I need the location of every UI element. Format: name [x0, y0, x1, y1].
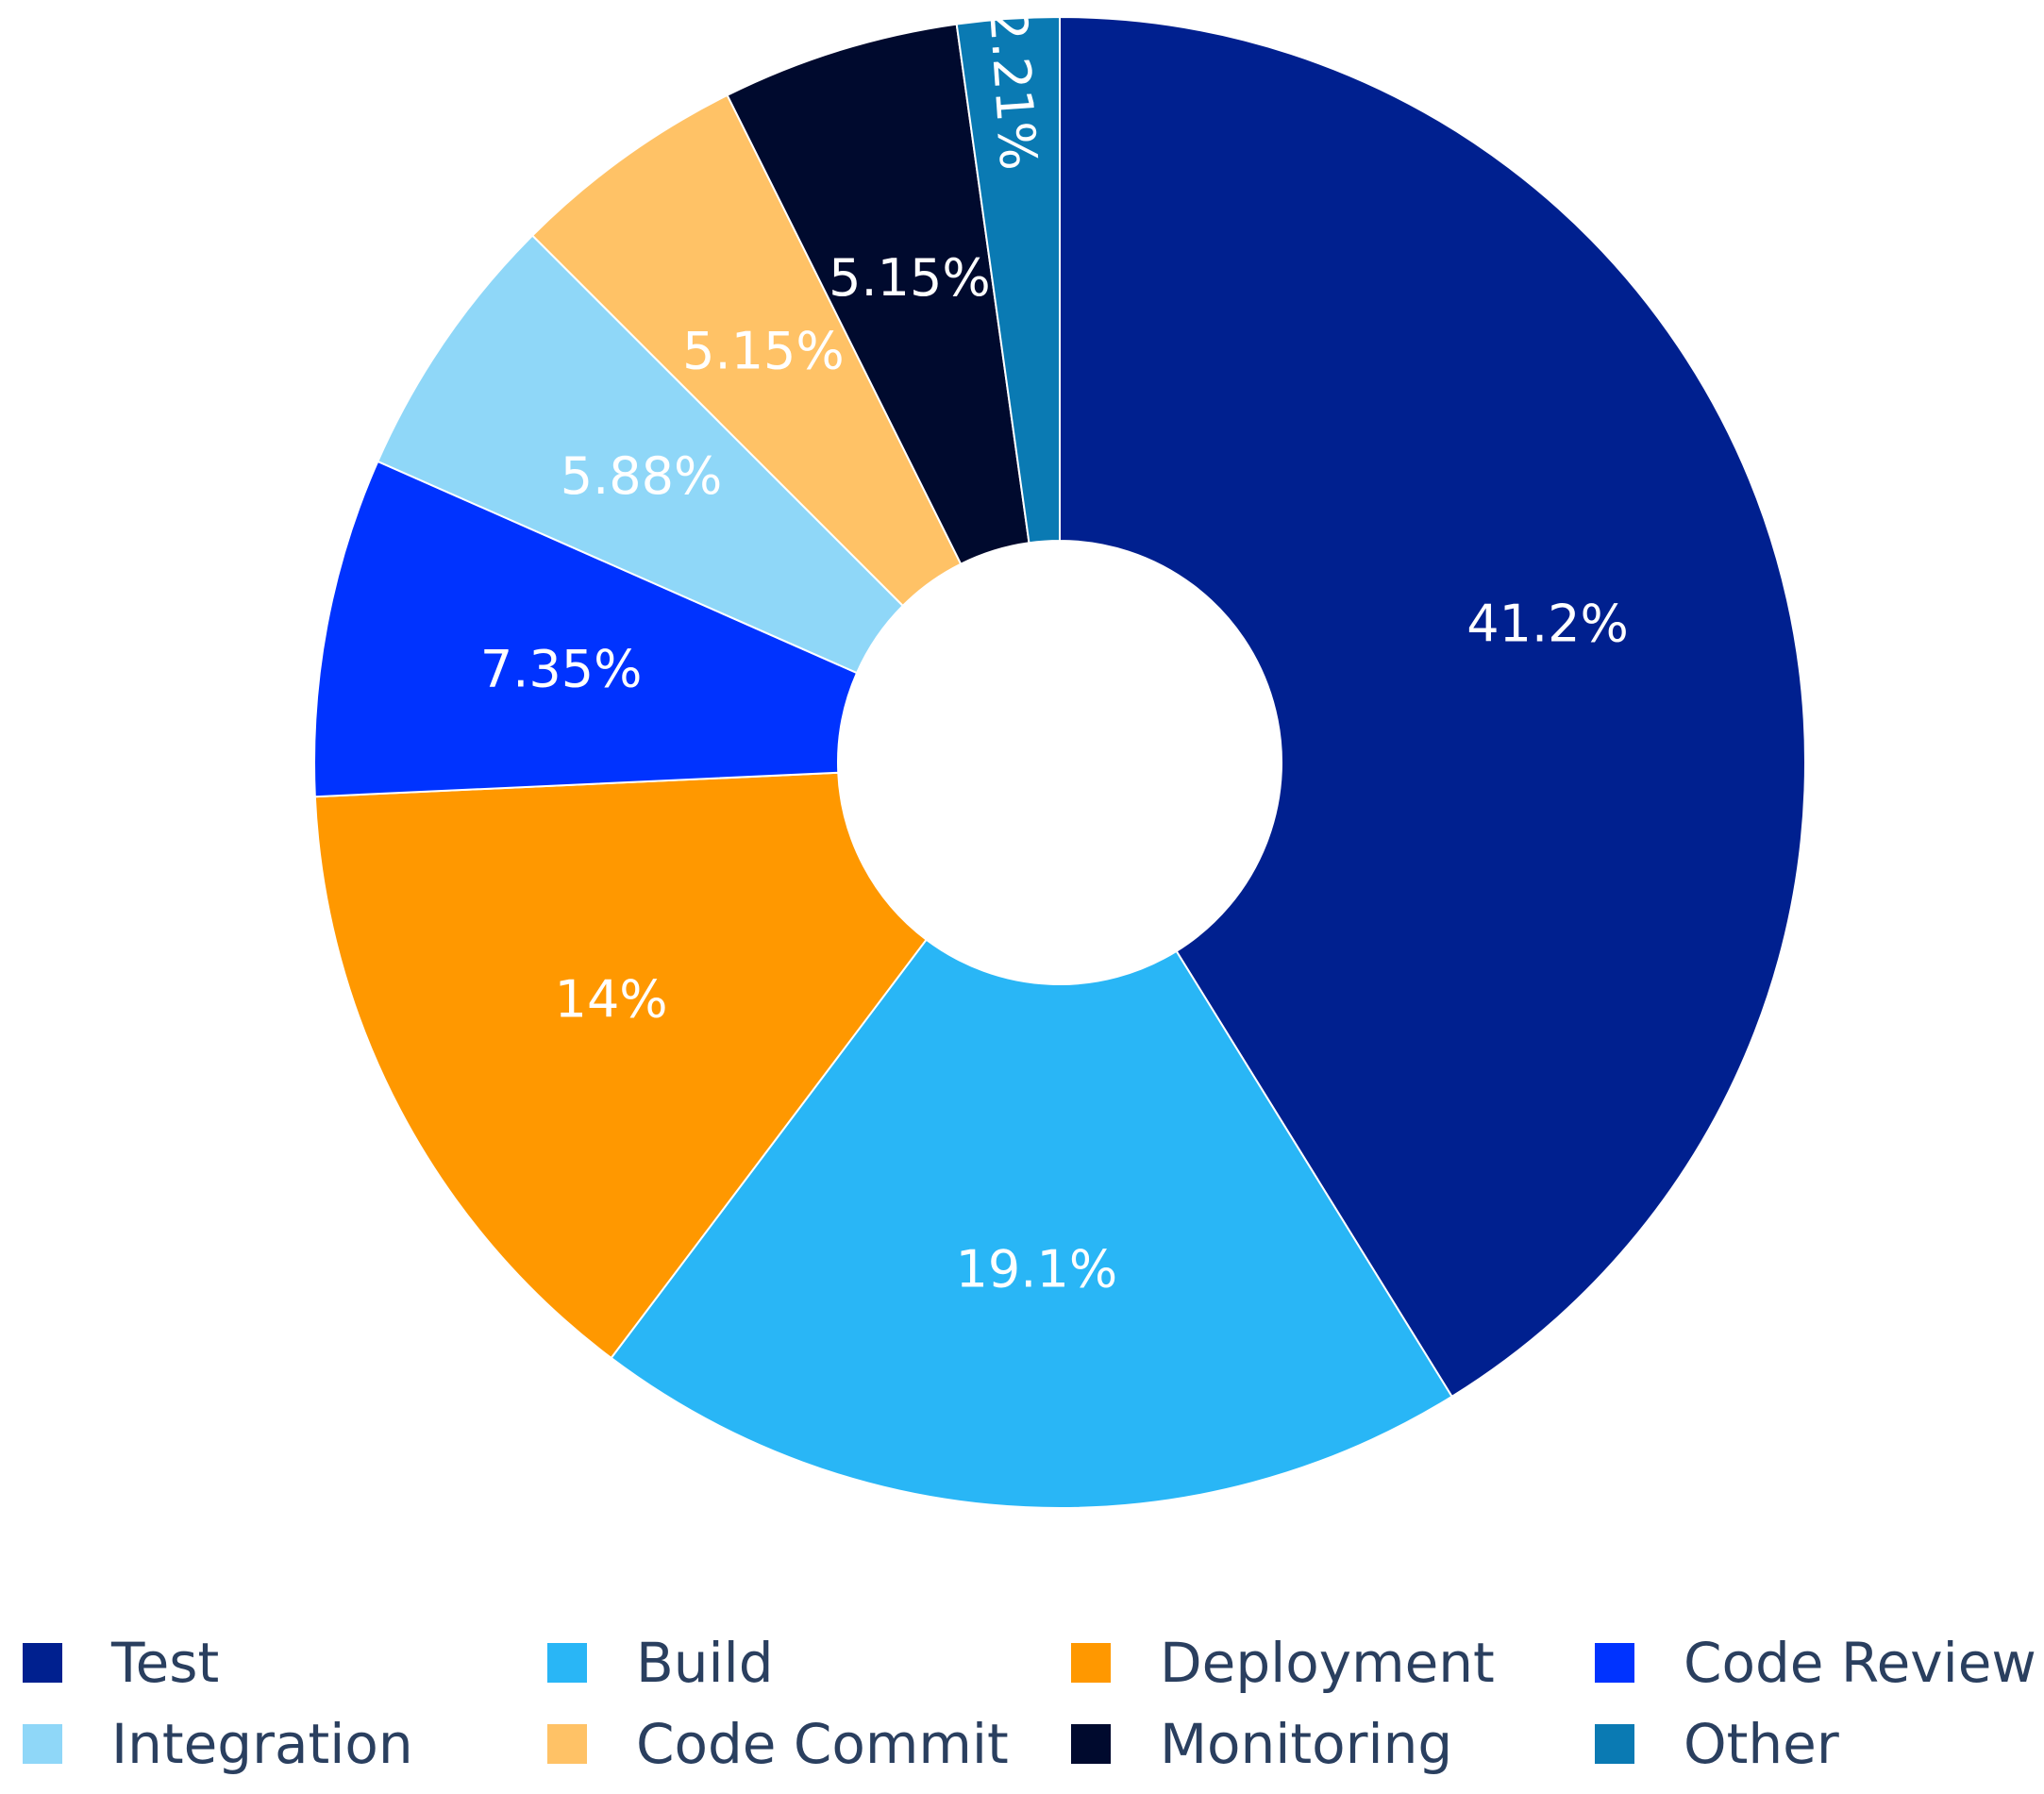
legend-item-monitoring[interactable]: Monitoring — [1071, 1712, 1452, 1776]
legend-swatch-monitoring — [1071, 1724, 1111, 1764]
legend-item-code-commit[interactable]: Code Commit — [547, 1712, 1009, 1776]
legend-label-code-review: Code Review — [1684, 1631, 2036, 1695]
legend-item-deployment[interactable]: Deployment — [1071, 1631, 1495, 1695]
slice-label-monitoring: 5.15% — [829, 248, 991, 308]
legend-swatch-code-review — [1595, 1643, 1634, 1683]
legend-swatch-other — [1595, 1724, 1634, 1764]
legend-label-build: Build — [636, 1631, 774, 1695]
legend-swatch-integration — [23, 1724, 62, 1764]
slice-label-deployment: 14% — [555, 969, 668, 1029]
legend-item-test[interactable]: Test — [23, 1631, 219, 1695]
legend-item-integration[interactable]: Integration — [23, 1712, 413, 1776]
slice-label-test: 41.2% — [1466, 595, 1629, 654]
legend-label-test: Test — [110, 1631, 219, 1695]
legend-label-integration: Integration — [111, 1712, 413, 1776]
legend-item-code-review[interactable]: Code Review — [1595, 1631, 2036, 1695]
legend-label-deployment: Deployment — [1160, 1631, 1495, 1695]
slice-monitoring[interactable] — [726, 23, 1030, 566]
slice-code-commit[interactable] — [530, 93, 963, 608]
legend-label-other: Other — [1684, 1712, 1839, 1776]
legend-swatch-test — [23, 1643, 62, 1683]
slice-test[interactable] — [1059, 15, 1806, 1399]
legend-label-code-commit: Code Commit — [636, 1712, 1009, 1776]
legend-label-monitoring: Monitoring — [1160, 1712, 1452, 1776]
slice-label-other: 2.21% — [978, 7, 1048, 173]
slice-build[interactable] — [610, 938, 1453, 1510]
slice-integration[interactable] — [376, 234, 905, 675]
slice-deployment[interactable] — [313, 771, 928, 1360]
slice-other[interactable] — [955, 15, 1061, 545]
legend-swatch-build — [547, 1643, 587, 1683]
slice-label-code-commit: 5.15% — [682, 321, 845, 380]
chart-legend: Test Build Deployment Code Review Integratio… — [23, 1631, 2036, 1776]
slice-label-integration: 5.88% — [561, 446, 723, 506]
slice-code-review[interactable] — [313, 460, 859, 798]
slice-label-build: 19.1% — [956, 1239, 1118, 1299]
legend-swatch-deployment — [1071, 1643, 1111, 1683]
chart-slices — [313, 15, 1806, 1510]
slice-label-code-review: 7.35% — [480, 640, 643, 699]
legend-swatch-code-commit — [547, 1724, 587, 1764]
chart-slice-labels: 41.2% 19.1% 14% 7.35% 5.88% 5.15% 5.15% 2.21% — [480, 7, 1629, 1299]
legend-item-build[interactable]: Build — [547, 1631, 774, 1695]
legend-item-other[interactable]: Other — [1595, 1712, 1839, 1776]
